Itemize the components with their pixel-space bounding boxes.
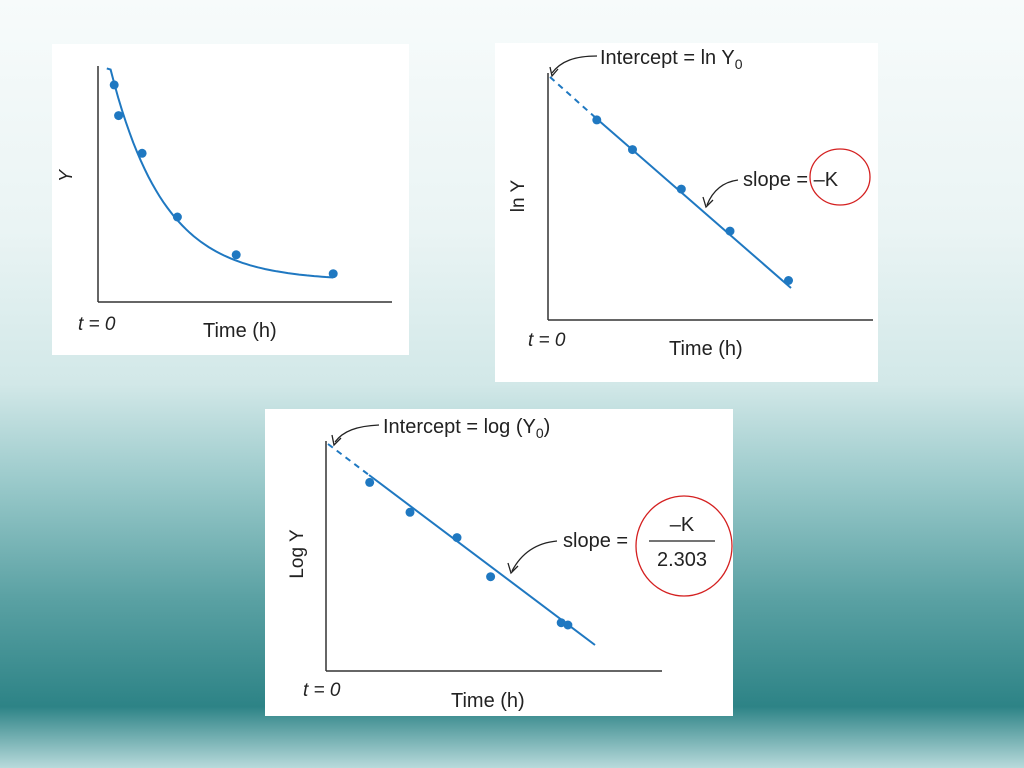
slope-label: slope = –K: [743, 169, 839, 191]
highlight-circle: [635, 495, 733, 597]
data-point-4: [486, 572, 496, 582]
origin-label: t = 0: [303, 680, 341, 701]
slope-arrow: [511, 540, 558, 572]
data-point-2: [114, 111, 124, 121]
data-point-1: [592, 115, 602, 125]
data-point-4: [725, 226, 735, 236]
data-point-2: [628, 145, 637, 155]
y-axis-label: Y: [56, 168, 76, 182]
intercept-label: Intercept = ln Y0: [600, 47, 743, 72]
data-points: [109, 80, 338, 279]
fit-line: [368, 474, 596, 646]
origin-label: t = 0: [78, 314, 116, 335]
data-points: [592, 115, 793, 285]
data-point-5: [784, 276, 793, 285]
ln-chart: Intercept = ln Y0 slope = –K ln Y t = 0 …: [508, 47, 873, 360]
intercept-extrapolation: [327, 443, 370, 476]
data-point-5: [231, 250, 241, 260]
intercept-label: Intercept = log (Y0): [383, 416, 550, 441]
data-point-1: [365, 477, 375, 487]
data-point-1: [109, 80, 119, 90]
slope-arrowhead: [507, 562, 519, 575]
data-point-4: [172, 212, 182, 222]
y-axis-label: Log Y: [287, 529, 308, 579]
decay-chart: Y t = 0 Time (h): [56, 66, 392, 342]
data-point-3: [137, 148, 147, 158]
slope-arrowhead: [702, 196, 714, 209]
data-point-3: [452, 533, 462, 543]
slope-denominator: 2.303: [657, 549, 707, 571]
x-axis-label: Time (h): [669, 338, 743, 360]
y-axis-label: ln Y: [508, 179, 529, 212]
slope-label: slope =: [563, 530, 628, 552]
intercept-arrowhead: [549, 66, 559, 78]
slope-arrow: [706, 179, 739, 206]
x-axis-label: Time (h): [451, 690, 525, 712]
data-point-6: [563, 620, 573, 630]
decay-curve: [106, 67, 334, 279]
origin-label: t = 0: [528, 330, 566, 351]
log-chart-panel: Intercept = log (Y0) slope = –K 2.303 Lo…: [265, 409, 733, 716]
intercept-arrow: [334, 424, 380, 443]
data-point-3: [676, 184, 686, 194]
intercept-extrapolation: [549, 76, 598, 120]
x-axis-label: Time (h): [203, 320, 277, 342]
log-chart: Intercept = log (Y0) slope = –K 2.303 Lo…: [287, 416, 733, 712]
data-point-6: [328, 269, 338, 279]
intercept-arrow: [551, 55, 598, 74]
ln-chart-panel: Intercept = ln Y0 slope = –K ln Y t = 0 …: [495, 43, 878, 382]
data-points: [365, 477, 573, 630]
decay-chart-panel: Y t = 0 Time (h): [52, 44, 409, 355]
highlight-circle: [809, 148, 871, 206]
data-point-2: [405, 507, 415, 517]
fit-line: [596, 118, 792, 289]
slope-numerator: –K: [670, 514, 695, 536]
intercept-arrowhead: [331, 434, 342, 447]
